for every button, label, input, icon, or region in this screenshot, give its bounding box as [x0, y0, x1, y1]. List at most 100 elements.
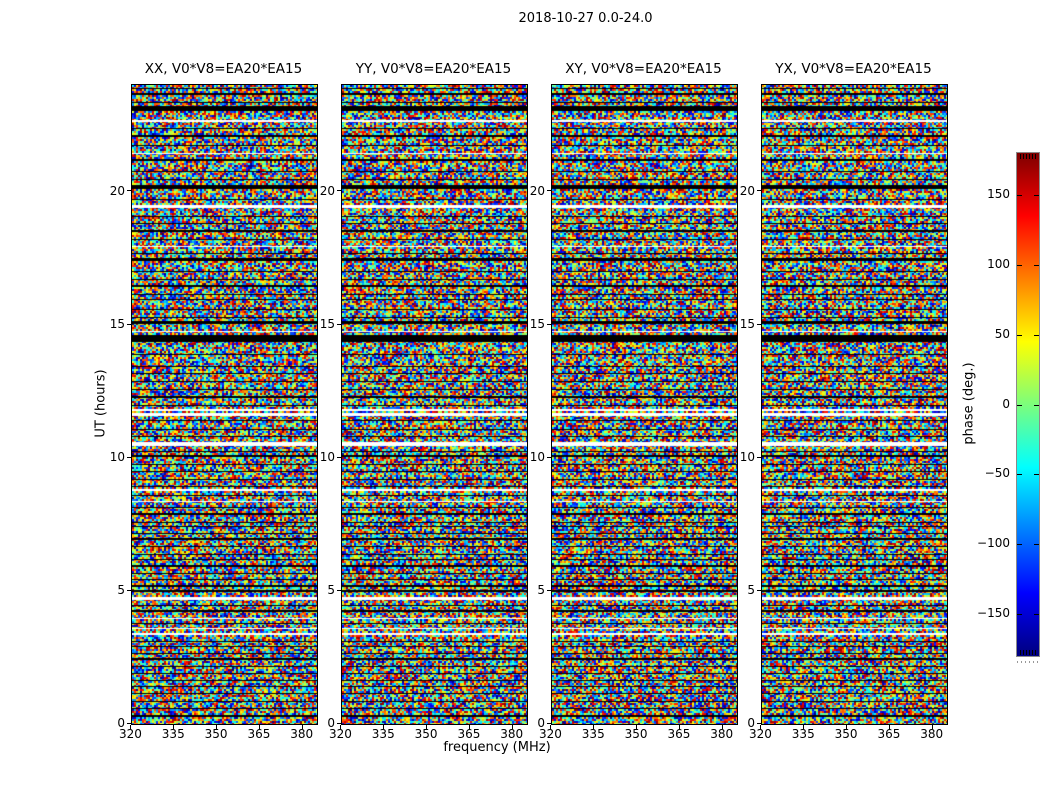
- x-tick-mark: [383, 725, 384, 729]
- y-tick-mark: [127, 324, 131, 325]
- x-tick-label: 365: [247, 727, 271, 741]
- colorbar-tick-mark: [1034, 194, 1039, 196]
- y-tick-mark: [337, 190, 341, 191]
- x-tick-label: 335: [371, 727, 395, 741]
- y-tick-mark: [127, 590, 131, 591]
- colorbar-tick-mark: [1017, 544, 1022, 546]
- x-tick-label: 365: [877, 727, 901, 741]
- y-tick-mark: [547, 590, 551, 591]
- y-tick-label: 10: [109, 449, 125, 464]
- y-tick-label: 10: [739, 449, 755, 464]
- heatmap-panel-xy: [551, 84, 738, 725]
- x-tick-mark: [259, 725, 260, 729]
- figure-title: 2018-10-27 0.0-24.0: [518, 11, 653, 26]
- colorbar-tick-mark: [1034, 404, 1039, 406]
- panel-title-yy: YY, V0*V8=EA20*EA15: [355, 61, 512, 77]
- colorbar-tick-label: 50: [994, 326, 1010, 341]
- colorbar-tick-mark: [1017, 404, 1022, 406]
- y-tick-label: 10: [319, 449, 335, 464]
- y-tick-mark: [757, 324, 761, 325]
- x-tick-mark: [593, 725, 594, 729]
- x-tick-mark: [469, 725, 470, 729]
- y-tick-label: 0: [537, 716, 545, 730]
- x-tick-label: 365: [667, 727, 691, 741]
- x-tick-label: 350: [414, 727, 438, 741]
- colorbar-tick-mark: [1034, 544, 1039, 546]
- y-tick-label: 20: [739, 183, 755, 198]
- panel-title-yx: YX, V0*V8=EA20*EA15: [775, 61, 932, 77]
- heatmap-canvas: [342, 85, 527, 724]
- y-tick-mark: [757, 457, 761, 458]
- y-tick-mark: [337, 457, 341, 458]
- colorbar-tick-label: 150: [987, 186, 1010, 201]
- x-axis-label: frequency (MHz): [443, 740, 551, 755]
- colorbar-tick-mark: [1017, 334, 1022, 336]
- heatmap-panel-yx: [761, 84, 948, 725]
- colorbar-tick-mark: [1017, 474, 1022, 476]
- colorbar-top-hatch-marks: [1020, 154, 1036, 159]
- x-tick-label: 335: [791, 727, 815, 741]
- colorbar-bottom-hatch-marks: [1020, 650, 1036, 655]
- x-tick-label: 320: [748, 727, 772, 741]
- colorbar: [1016, 152, 1040, 657]
- colorbar-tick-label: −50: [984, 466, 1010, 481]
- y-tick-label: 10: [529, 449, 545, 464]
- colorbar-tick-mark: [1017, 194, 1022, 196]
- y-tick-label: 0: [117, 716, 125, 730]
- x-tick-label: 380: [920, 727, 944, 741]
- y-tick-mark: [337, 723, 341, 724]
- x-tick-label: 380: [710, 727, 734, 741]
- y-tick-mark: [757, 723, 761, 724]
- panel-title-xx: XX, V0*V8=EA20*EA15: [144, 61, 303, 77]
- x-tick-mark: [889, 725, 890, 729]
- colorbar-tick-mark: [1034, 614, 1039, 616]
- y-tick-label: 5: [747, 582, 755, 597]
- y-tick-label: 20: [319, 183, 335, 198]
- colorbar-tick-mark: [1034, 264, 1039, 266]
- y-tick-label: 0: [747, 716, 755, 730]
- x-tick-mark: [760, 725, 761, 729]
- y-tick-mark: [547, 190, 551, 191]
- x-tick-mark: [426, 725, 427, 729]
- x-tick-mark: [512, 725, 513, 729]
- x-tick-mark: [216, 725, 217, 729]
- y-tick-label: 20: [529, 183, 545, 198]
- heatmap-canvas: [762, 85, 947, 724]
- colorbar-tick-label: 0: [1002, 396, 1010, 411]
- y-tick-mark: [337, 590, 341, 591]
- heatmap-canvas: [132, 85, 317, 724]
- y-tick-label: 15: [739, 316, 755, 331]
- x-tick-label: 365: [457, 727, 481, 741]
- y-tick-label: 5: [327, 582, 335, 597]
- y-tick-label: 20: [109, 183, 125, 198]
- y-tick-mark: [547, 723, 551, 724]
- x-tick-mark: [722, 725, 723, 729]
- x-tick-mark: [636, 725, 637, 729]
- y-tick-label: 15: [319, 316, 335, 331]
- colorbar-tick-mark: [1017, 264, 1022, 266]
- x-tick-label: 320: [538, 727, 562, 741]
- x-tick-label: 380: [290, 727, 314, 741]
- colorbar-tick-mark: [1017, 614, 1022, 616]
- y-tick-mark: [127, 190, 131, 191]
- y-tick-mark: [757, 190, 761, 191]
- x-tick-label: 320: [118, 727, 142, 741]
- y-axis-label: UT (hours): [93, 369, 109, 438]
- y-tick-mark: [547, 324, 551, 325]
- colorbar-tick-label: 100: [987, 256, 1010, 271]
- heatmap-canvas: [552, 85, 737, 724]
- x-tick-label: 350: [204, 727, 228, 741]
- colorbar-underline-dots: [1017, 661, 1039, 663]
- x-tick-mark: [130, 725, 131, 729]
- heatmap-panel-yy: [341, 84, 528, 725]
- x-tick-mark: [302, 725, 303, 729]
- y-tick-label: 5: [537, 582, 545, 597]
- y-tick-mark: [547, 457, 551, 458]
- colorbar-gradient: [1017, 153, 1039, 656]
- y-tick-label: 0: [327, 716, 335, 730]
- y-tick-label: 5: [117, 582, 125, 597]
- heatmap-panel-xx: [131, 84, 318, 725]
- x-tick-label: 335: [581, 727, 605, 741]
- x-tick-label: 350: [834, 727, 858, 741]
